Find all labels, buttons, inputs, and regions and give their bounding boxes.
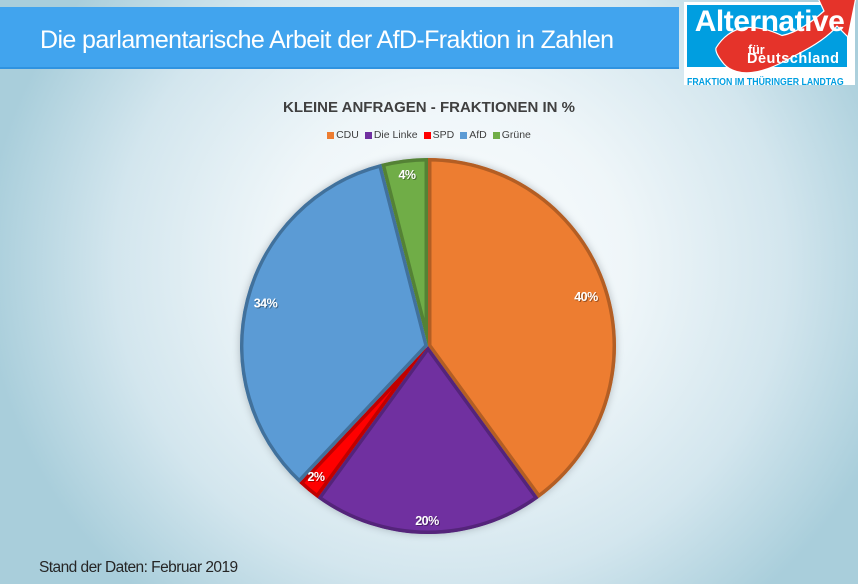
svg-text:40%: 40% (574, 290, 598, 304)
svg-text:4%: 4% (399, 169, 416, 183)
svg-text:34%: 34% (255, 297, 279, 311)
svg-text:4%: 4% (398, 168, 415, 182)
svg-text:20%: 20% (415, 514, 439, 528)
svg-text:20%: 20% (416, 515, 440, 529)
svg-text:2%: 2% (308, 471, 325, 485)
svg-text:34%: 34% (254, 296, 278, 310)
svg-text:2%: 2% (307, 470, 324, 484)
svg-text:40%: 40% (575, 291, 599, 305)
